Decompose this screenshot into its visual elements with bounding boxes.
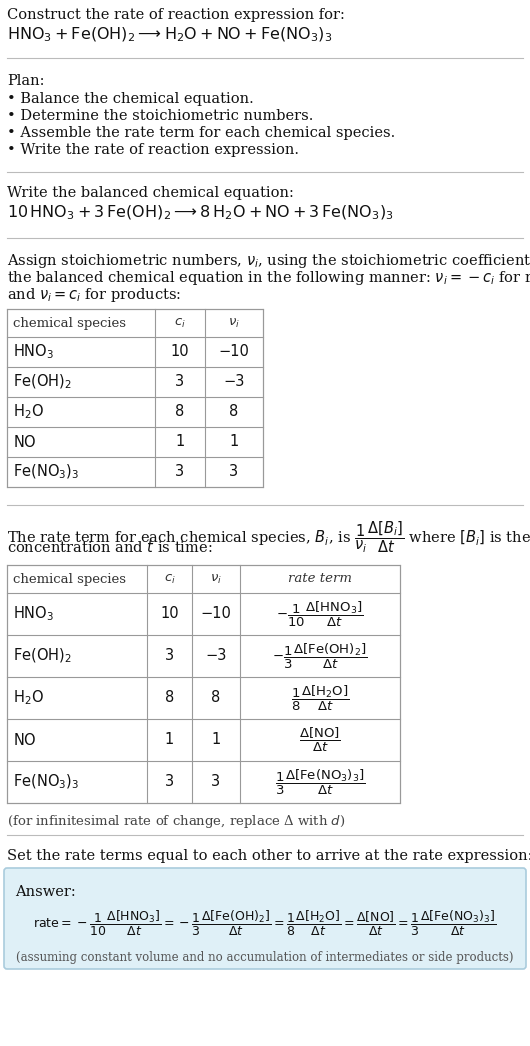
Text: 3: 3 xyxy=(165,649,174,663)
Text: 3: 3 xyxy=(229,464,239,479)
Text: $\nu_i$: $\nu_i$ xyxy=(210,572,222,586)
Text: chemical species: chemical species xyxy=(13,317,126,329)
Text: $\mathrm{H_2O}$: $\mathrm{H_2O}$ xyxy=(13,403,44,422)
Text: $\mathrm{NO}$: $\mathrm{NO}$ xyxy=(13,732,37,748)
Text: $\mathrm{HNO_3}$: $\mathrm{HNO_3}$ xyxy=(13,343,54,361)
Text: −10: −10 xyxy=(200,607,232,621)
Text: $\mathrm{Fe(OH)_2}$: $\mathrm{Fe(OH)_2}$ xyxy=(13,372,72,391)
Text: $\mathrm{HNO_3}$: $\mathrm{HNO_3}$ xyxy=(13,605,54,623)
Text: 8: 8 xyxy=(229,405,239,419)
Text: $\dfrac{1}{8}\dfrac{\Delta[\mathrm{H_2O}]}{\Delta t}$: $\dfrac{1}{8}\dfrac{\Delta[\mathrm{H_2O}… xyxy=(291,683,349,712)
Text: and $\nu_i = c_i$ for products:: and $\nu_i = c_i$ for products: xyxy=(7,286,181,304)
Bar xyxy=(7,565,400,803)
Text: 8: 8 xyxy=(165,690,174,705)
Text: The rate term for each chemical species, $B_i$, is $\dfrac{1}{\nu_i}\dfrac{\Delt: The rate term for each chemical species,… xyxy=(7,519,530,554)
Text: 10: 10 xyxy=(160,607,179,621)
Text: • Assemble the rate term for each chemical species.: • Assemble the rate term for each chemic… xyxy=(7,126,395,140)
Text: $\mathrm{HNO_3 + Fe(OH)_2 \longrightarrow H_2O + NO + Fe(NO_3)_3}$: $\mathrm{HNO_3 + Fe(OH)_2 \longrightarro… xyxy=(7,26,332,44)
Text: 3: 3 xyxy=(165,774,174,790)
Text: Plan:: Plan: xyxy=(7,74,45,88)
Text: • Balance the chemical equation.: • Balance the chemical equation. xyxy=(7,92,254,106)
Text: Set the rate terms equal to each other to arrive at the rate expression:: Set the rate terms equal to each other t… xyxy=(7,849,530,863)
Text: $\dfrac{1}{3}\dfrac{\Delta[\mathrm{Fe(NO_3)_3}]}{\Delta t}$: $\dfrac{1}{3}\dfrac{\Delta[\mathrm{Fe(NO… xyxy=(275,768,365,797)
Text: $\mathrm{H_2O}$: $\mathrm{H_2O}$ xyxy=(13,688,44,707)
Text: rate term: rate term xyxy=(288,572,352,586)
Text: $c_i$: $c_i$ xyxy=(174,317,186,329)
Text: • Determine the stoichiometric numbers.: • Determine the stoichiometric numbers. xyxy=(7,109,313,123)
Text: $\nu_i$: $\nu_i$ xyxy=(228,317,240,329)
Text: 10: 10 xyxy=(171,344,189,360)
Text: $\mathrm{NO}$: $\mathrm{NO}$ xyxy=(13,434,37,450)
Text: −10: −10 xyxy=(218,344,250,360)
Text: $\dfrac{\Delta[\mathrm{NO}]}{\Delta t}$: $\dfrac{\Delta[\mathrm{NO}]}{\Delta t}$ xyxy=(299,726,341,754)
Text: −3: −3 xyxy=(223,374,245,389)
Text: 1: 1 xyxy=(175,434,184,450)
Text: $-\dfrac{1}{10}\dfrac{\Delta[\mathrm{HNO_3}]}{\Delta t}$: $-\dfrac{1}{10}\dfrac{\Delta[\mathrm{HNO… xyxy=(276,599,364,629)
Text: $\mathrm{Fe(NO_3)_3}$: $\mathrm{Fe(NO_3)_3}$ xyxy=(13,773,79,791)
Text: −3: −3 xyxy=(205,649,227,663)
Text: the balanced chemical equation in the following manner: $\nu_i = -c_i$ for react: the balanced chemical equation in the fo… xyxy=(7,269,530,287)
Text: 8: 8 xyxy=(175,405,184,419)
Text: $\mathrm{10\,HNO_3 + 3\,Fe(OH)_2 \longrightarrow 8\,H_2O + NO + 3\,Fe(NO_3)_3}$: $\mathrm{10\,HNO_3 + 3\,Fe(OH)_2 \longri… xyxy=(7,204,394,223)
FancyBboxPatch shape xyxy=(4,868,526,969)
Text: 3: 3 xyxy=(175,374,184,389)
Bar xyxy=(7,309,263,487)
Text: chemical species: chemical species xyxy=(13,572,126,586)
Text: Answer:: Answer: xyxy=(15,885,76,899)
Text: 1: 1 xyxy=(229,434,239,450)
Text: • Write the rate of reaction expression.: • Write the rate of reaction expression. xyxy=(7,143,299,157)
Text: $\mathrm{Fe(NO_3)_3}$: $\mathrm{Fe(NO_3)_3}$ xyxy=(13,462,79,481)
Text: 3: 3 xyxy=(211,774,220,790)
Text: Write the balanced chemical equation:: Write the balanced chemical equation: xyxy=(7,186,294,200)
Text: 8: 8 xyxy=(211,690,220,705)
Text: Construct the rate of reaction expression for:: Construct the rate of reaction expressio… xyxy=(7,8,345,22)
Text: (assuming constant volume and no accumulation of intermediates or side products): (assuming constant volume and no accumul… xyxy=(16,951,514,964)
Text: $\mathrm{rate} = -\dfrac{1}{10}\dfrac{\Delta[\mathrm{HNO_3}]}{\Delta t} = -\dfra: $\mathrm{rate} = -\dfrac{1}{10}\dfrac{\D… xyxy=(33,909,497,937)
Text: $c_i$: $c_i$ xyxy=(164,572,175,586)
Text: concentration and $t$ is time:: concentration and $t$ is time: xyxy=(7,539,213,555)
Text: (for infinitesimal rate of change, replace Δ with $d$): (for infinitesimal rate of change, repla… xyxy=(7,813,346,829)
Text: $\mathrm{Fe(OH)_2}$: $\mathrm{Fe(OH)_2}$ xyxy=(13,646,72,665)
Text: Assign stoichiometric numbers, $\nu_i$, using the stoichiometric coefficients, $: Assign stoichiometric numbers, $\nu_i$, … xyxy=(7,252,530,270)
Text: 3: 3 xyxy=(175,464,184,479)
Text: $-\dfrac{1}{3}\dfrac{\Delta[\mathrm{Fe(OH)_2}]}{\Delta t}$: $-\dfrac{1}{3}\dfrac{\Delta[\mathrm{Fe(O… xyxy=(272,641,368,670)
Text: 1: 1 xyxy=(165,732,174,748)
Text: 1: 1 xyxy=(211,732,220,748)
